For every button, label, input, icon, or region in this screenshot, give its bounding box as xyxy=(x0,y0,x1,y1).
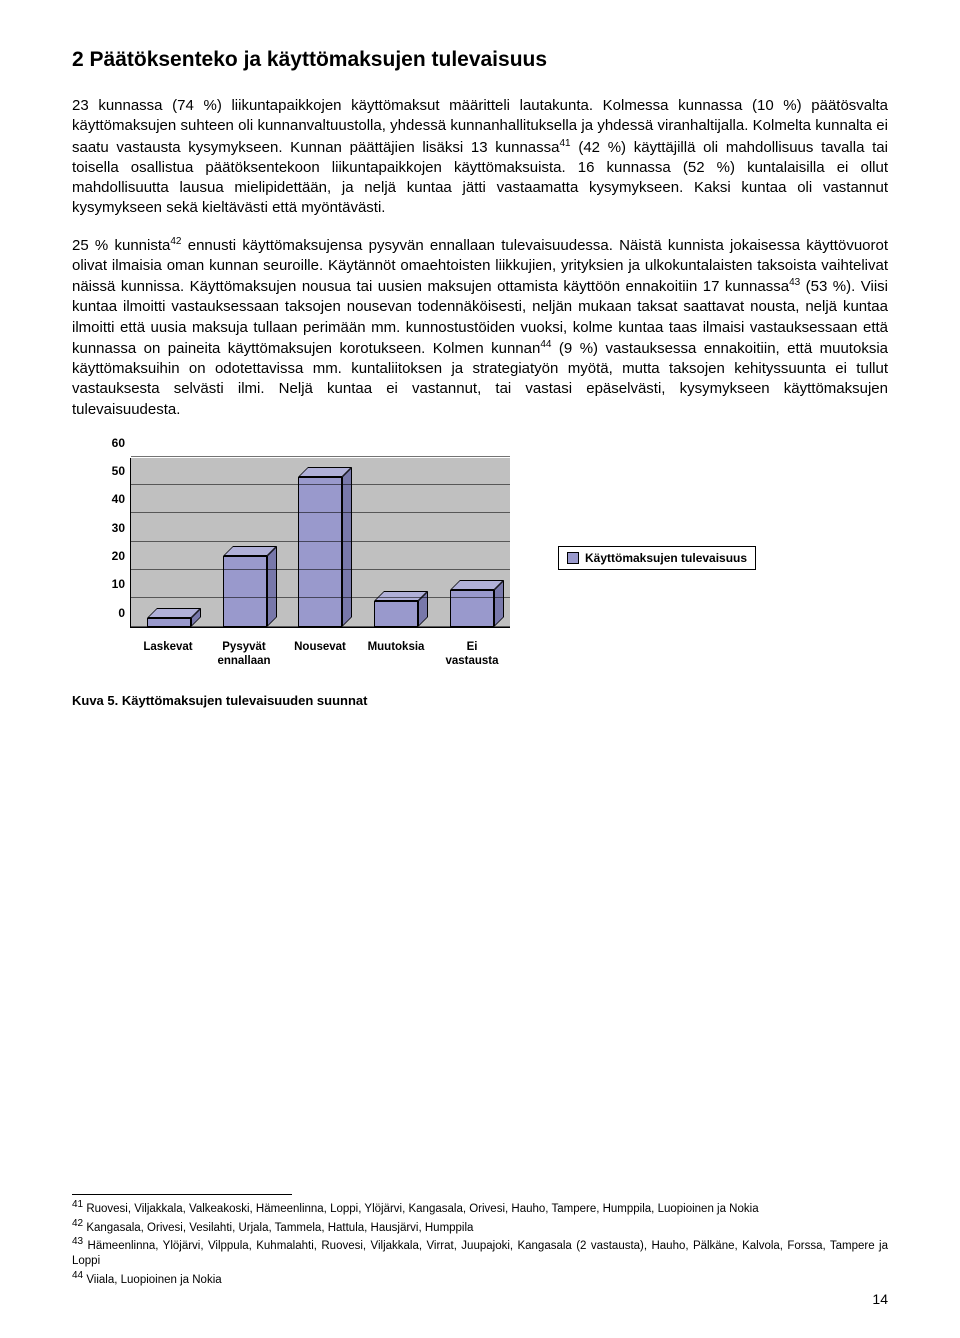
footnote-ref-44: 44 xyxy=(540,339,551,350)
chart-container: 0102030405060 Laskevat Pysyvät ennallaan N… xyxy=(94,448,888,668)
y-tick-label: 50 xyxy=(112,464,131,478)
y-tick-label: 10 xyxy=(112,577,131,591)
x-tick-label: Pysyvät ennallaan xyxy=(212,641,276,667)
gridline xyxy=(131,456,510,457)
gridline xyxy=(131,512,510,513)
footnote-43: 43 Hämeenlinna, Ylöjärvi, Vilppula, Kuhm… xyxy=(72,1235,888,1269)
bar xyxy=(450,590,494,627)
plot-area: 0102030405060 xyxy=(130,458,510,628)
gridline xyxy=(131,626,510,627)
y-tick-label: 20 xyxy=(112,549,131,563)
para2-text-a: 25 % kunnista xyxy=(72,237,170,254)
bar-chart: 0102030405060 Laskevat Pysyvät ennallaan N… xyxy=(94,448,534,668)
bars-group xyxy=(131,458,510,627)
footnote-ref-41: 41 xyxy=(560,138,571,149)
gridline xyxy=(131,597,510,598)
gridline xyxy=(131,541,510,542)
section-heading: 2 Päätöksenteko ja käyttömaksujen tuleva… xyxy=(72,48,888,72)
y-tick-label: 60 xyxy=(112,436,131,450)
paragraph-2: 25 % kunnista42 ennusti käyttömaksujensa… xyxy=(72,235,888,420)
footnote-44-text: Viiala, Luopioinen ja Nokia xyxy=(83,1274,222,1286)
footnote-42-text: Kangasala, Orivesi, Vesilahti, Urjala, T… xyxy=(83,1221,473,1233)
bar xyxy=(298,477,342,627)
para2-text-b: ennusti käyttömaksujensa pysyvän ennalla… xyxy=(72,237,888,296)
footnote-41-text: Ruovesi, Viljakkala, Valkeakoski, Hämeen… xyxy=(83,1203,758,1215)
footnote-43-text: Hämeenlinna, Ylöjärvi, Vilppula, Kuhmala… xyxy=(72,1240,888,1267)
footnote-ref-43: 43 xyxy=(789,277,800,288)
bar xyxy=(374,601,418,627)
legend-label: Käyttömaksujen tulevaisuus xyxy=(585,551,747,565)
footnote-41: 41 Ruovesi, Viljakkala, Valkeakoski, Häm… xyxy=(72,1198,888,1217)
footnote-rule xyxy=(72,1194,292,1195)
figure-caption: Kuva 5. Käyttömaksujen tulevaisuuden suu… xyxy=(72,692,888,710)
x-tick-label: Laskevat xyxy=(136,641,200,667)
y-tick-label: 0 xyxy=(118,606,131,620)
paragraph-1: 23 kunnassa (74 %) liikuntapaikkojen käy… xyxy=(72,96,888,219)
x-axis-labels: Laskevat Pysyvät ennallaan Nousevat Muutoks… xyxy=(130,641,510,667)
chart-legend: Käyttömaksujen tulevaisuus xyxy=(558,546,756,570)
y-tick-label: 30 xyxy=(112,521,131,535)
x-tick-label: Nousevat xyxy=(288,641,352,667)
footnote-44: 44 Viiala, Luopioinen ja Nokia xyxy=(72,1269,888,1288)
gridline xyxy=(131,569,510,570)
legend-swatch xyxy=(567,552,579,564)
bar xyxy=(223,556,267,627)
x-tick-label: Ei vastausta xyxy=(440,641,504,667)
footnote-42: 42 Kangasala, Orivesi, Vesilahti, Urjala… xyxy=(72,1217,888,1236)
footnote-ref-42: 42 xyxy=(170,236,181,247)
footnotes-block: 41 Ruovesi, Viljakkala, Valkeakoski, Häm… xyxy=(72,1194,888,1308)
gridline xyxy=(131,484,510,485)
y-tick-label: 40 xyxy=(112,492,131,506)
page-number: 14 xyxy=(72,1290,888,1308)
x-tick-label: Muutoksia xyxy=(364,641,428,667)
